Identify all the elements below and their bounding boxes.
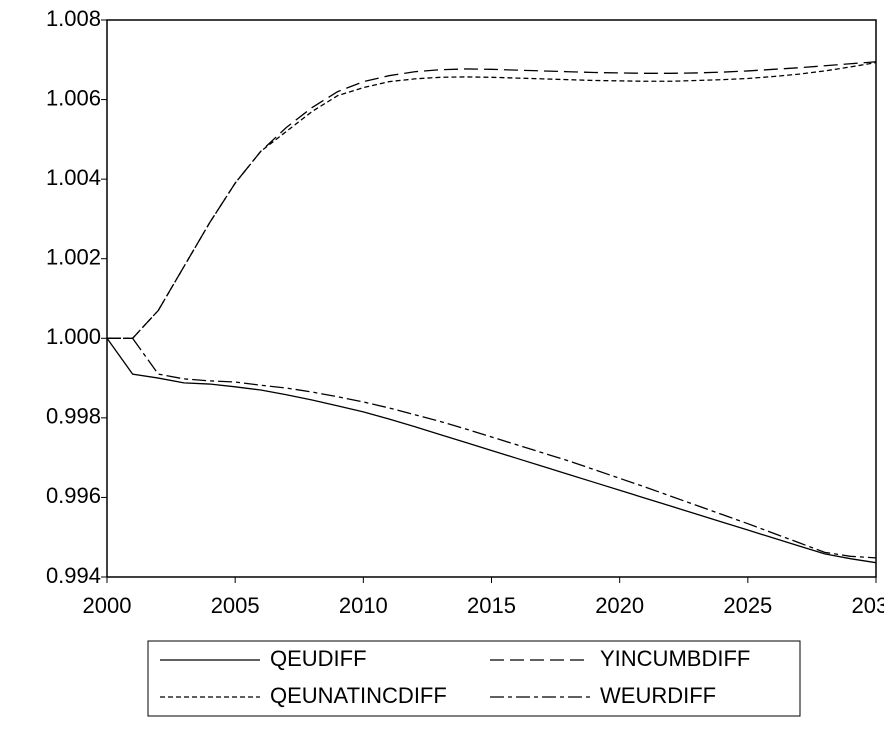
x-tick-label: 2015 (467, 593, 516, 618)
y-tick-label: 1.006 (46, 85, 101, 110)
x-tick-label: 2010 (339, 593, 388, 618)
legend-box (147, 640, 801, 717)
series-line (107, 61, 877, 339)
legend-label: WEURDIFF (600, 683, 716, 708)
y-tick-label: 1.002 (46, 245, 101, 270)
plot-frame (106, 19, 877, 578)
legend-label: QEUNATINCDIFF (270, 683, 447, 708)
y-tick-label: 1.008 (46, 6, 101, 31)
series-line (107, 61, 877, 339)
x-tick-label: 2030 (852, 593, 884, 618)
x-tick-label: 2005 (211, 593, 260, 618)
legend-label: QEUDIFF (270, 646, 367, 671)
series-line (107, 337, 877, 559)
series-line (106, 337, 877, 564)
y-tick-label: 0.994 (46, 563, 101, 588)
y-tick-label: 0.996 (46, 483, 101, 508)
x-tick-label: 2000 (83, 593, 132, 618)
x-tick-label: 2020 (595, 593, 644, 618)
legend-label: YINCUMBDIFF (600, 646, 750, 671)
y-tick-label: 1.004 (46, 165, 101, 190)
x-tick-label: 2025 (723, 593, 772, 618)
y-tick-label: 0.998 (46, 404, 101, 429)
y-tick-label: 1.000 (46, 324, 101, 349)
